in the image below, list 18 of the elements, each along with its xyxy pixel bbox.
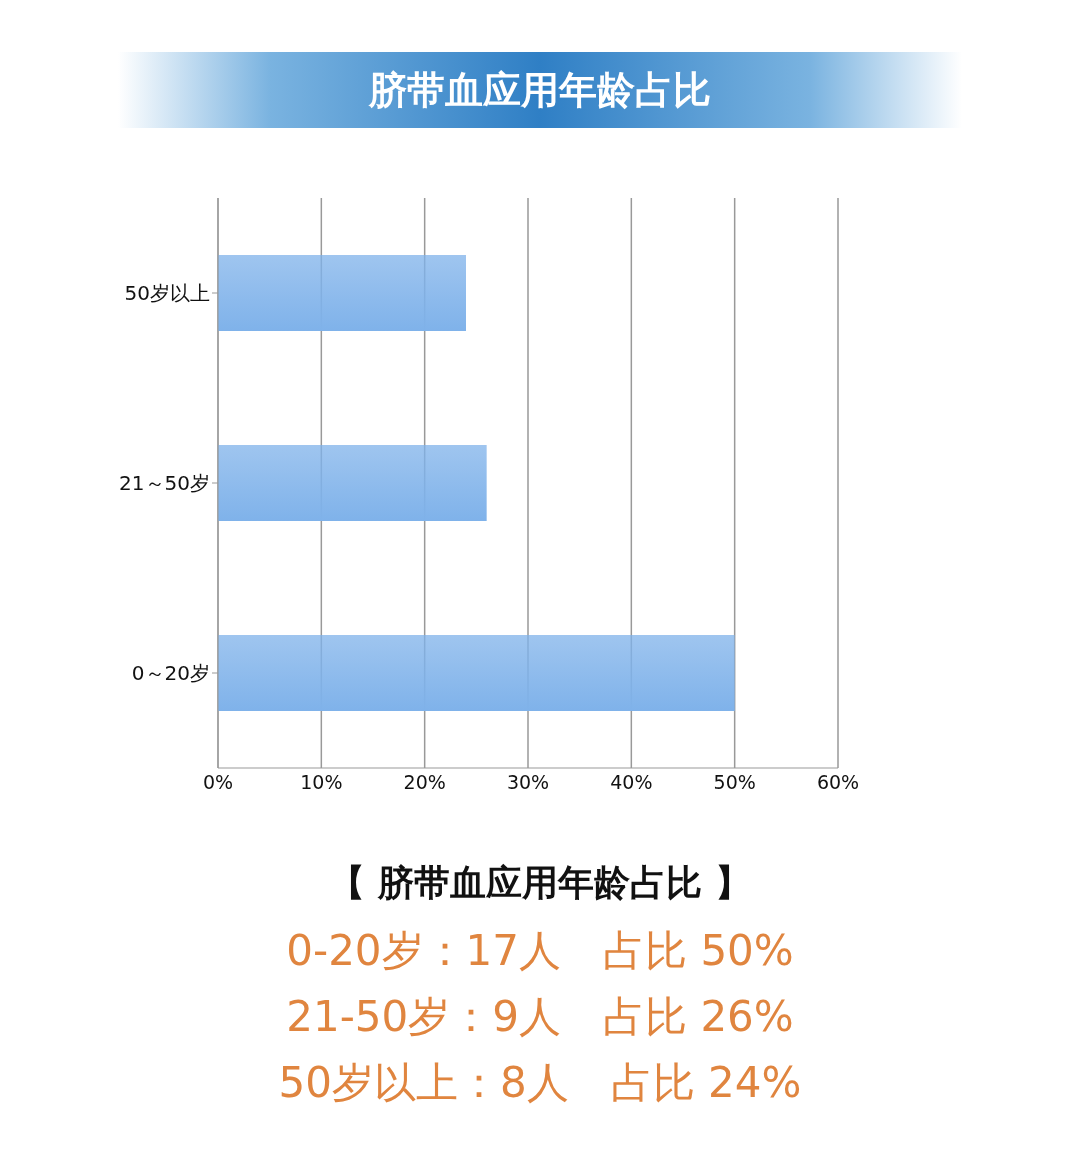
x-tick-label: 30% xyxy=(506,771,550,794)
chart-title: 脐带血应用年龄占比 xyxy=(118,52,962,128)
text: 21-50岁：9人 占比 26% xyxy=(285,991,795,1043)
x-tick-label: 60% xyxy=(816,771,860,794)
x-tick-label: 10% xyxy=(300,771,343,794)
text: 50岁以上：8人 占比 24% xyxy=(277,1057,803,1109)
y-tick-label: 50岁以上 xyxy=(124,281,210,306)
bar xyxy=(218,635,735,711)
x-tick-label: 50% xyxy=(713,771,756,794)
bar xyxy=(218,255,466,331)
y-tick-label: 0～20岁 xyxy=(131,661,210,686)
y-tick-label: 21～50岁 xyxy=(119,471,210,496)
text: 0-20岁：17人 占比 50% xyxy=(285,925,795,977)
x-tick-label: 20% xyxy=(403,771,446,794)
bar xyxy=(218,445,487,521)
x-tick-label: 40% xyxy=(610,771,653,794)
x-tick-label: 0% xyxy=(202,771,234,794)
text: 【 脐带血应用年龄占比 】 xyxy=(328,861,752,905)
